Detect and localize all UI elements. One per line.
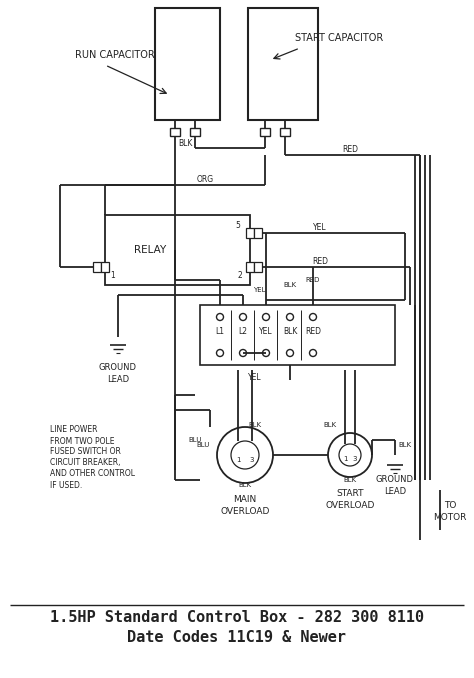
Text: START CAPACITOR: START CAPACITOR xyxy=(295,33,383,43)
Text: RED: RED xyxy=(312,256,328,266)
Text: GROUND: GROUND xyxy=(376,475,414,485)
Text: 5: 5 xyxy=(236,220,240,229)
Text: BLK: BLK xyxy=(248,422,262,428)
Text: CIRCUIT BREAKER,: CIRCUIT BREAKER, xyxy=(50,458,120,468)
Text: OVERLOAD: OVERLOAD xyxy=(325,500,374,509)
Text: LEAD: LEAD xyxy=(384,487,406,496)
Bar xyxy=(254,262,262,272)
Text: YEL: YEL xyxy=(259,327,273,336)
Text: BLU: BLU xyxy=(196,442,210,448)
Text: 1: 1 xyxy=(236,457,240,463)
Bar xyxy=(254,228,262,238)
Text: START: START xyxy=(336,489,364,498)
Bar xyxy=(190,128,200,136)
Bar xyxy=(248,8,318,120)
Text: AND OTHER CONTROL: AND OTHER CONTROL xyxy=(50,469,135,479)
Bar xyxy=(155,8,220,120)
Text: BLK: BLK xyxy=(238,482,252,488)
Text: YEL: YEL xyxy=(313,222,327,231)
Text: LINE POWER: LINE POWER xyxy=(50,426,98,435)
Bar xyxy=(170,128,180,136)
Text: BLK: BLK xyxy=(323,422,337,428)
Text: 1.5HP Standard Control Box - 282 300 8110: 1.5HP Standard Control Box - 282 300 811… xyxy=(50,610,424,626)
Text: GROUND: GROUND xyxy=(99,363,137,372)
Text: 1: 1 xyxy=(110,271,115,279)
Bar xyxy=(246,228,254,238)
Text: 3: 3 xyxy=(250,457,254,463)
Text: L1: L1 xyxy=(216,327,225,336)
Text: TO: TO xyxy=(444,500,456,509)
Bar xyxy=(260,128,270,136)
Bar xyxy=(246,262,254,272)
Text: MAIN: MAIN xyxy=(233,496,256,504)
Text: ORG: ORG xyxy=(196,174,214,184)
Text: FUSED SWITCH OR: FUSED SWITCH OR xyxy=(50,447,121,456)
Bar xyxy=(280,128,290,136)
Text: BLU: BLU xyxy=(189,437,202,443)
Text: 2: 2 xyxy=(237,271,242,279)
Text: RUN CAPACITOR: RUN CAPACITOR xyxy=(75,50,155,60)
Text: RELAY: RELAY xyxy=(134,245,166,255)
Bar xyxy=(93,262,101,272)
Bar xyxy=(101,262,109,272)
Text: IF USED.: IF USED. xyxy=(50,481,82,490)
Bar xyxy=(200,305,395,365)
Text: L2: L2 xyxy=(238,327,247,336)
Text: 3: 3 xyxy=(353,456,357,462)
Text: BLK: BLK xyxy=(283,327,297,336)
Text: BLK: BLK xyxy=(399,442,411,448)
Text: MOTOR: MOTOR xyxy=(433,513,467,521)
Text: RED: RED xyxy=(306,277,320,283)
Text: 1: 1 xyxy=(343,456,347,462)
Text: BLK: BLK xyxy=(344,477,356,483)
Text: RED: RED xyxy=(342,146,358,155)
Text: YEL: YEL xyxy=(248,372,262,382)
Text: RED: RED xyxy=(305,327,321,336)
Text: BLK: BLK xyxy=(178,138,192,148)
Text: Date Codes 11C19 & Newer: Date Codes 11C19 & Newer xyxy=(128,631,346,645)
Text: LEAD: LEAD xyxy=(107,376,129,384)
Text: OVERLOAD: OVERLOAD xyxy=(220,508,270,517)
Bar xyxy=(105,215,250,285)
Text: FROM TWO POLE: FROM TWO POLE xyxy=(50,437,115,445)
Text: YEL: YEL xyxy=(254,287,266,293)
Text: BLK: BLK xyxy=(283,282,297,288)
